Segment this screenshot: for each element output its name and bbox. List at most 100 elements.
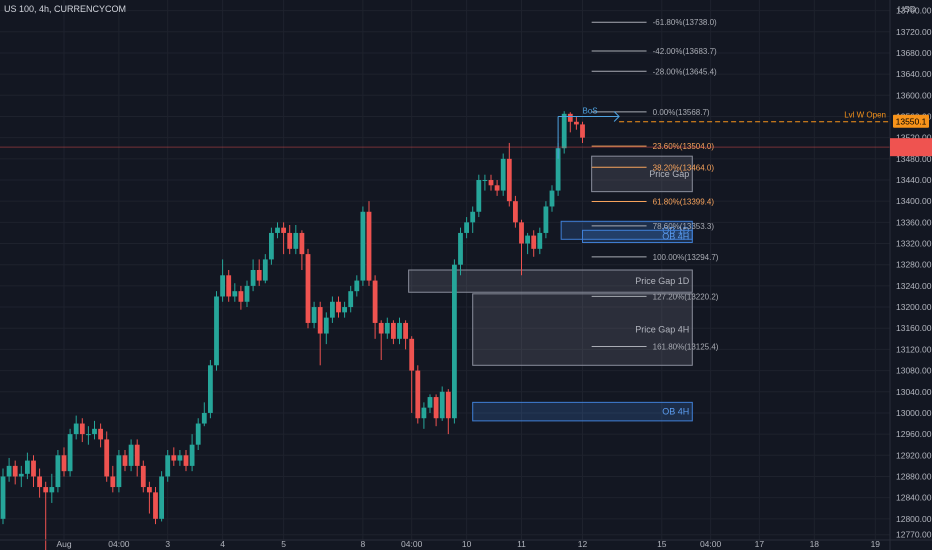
price-gap-zone	[472, 293, 693, 366]
y-tick-label: 13120.00	[896, 344, 932, 354]
candle-body	[37, 476, 42, 488]
candle-body	[61, 455, 67, 472]
zone-label: Price Gap 1D	[635, 276, 690, 286]
y-tick-label: 13200.00	[896, 302, 932, 312]
candle-body	[330, 301, 335, 318]
grid	[0, 0, 890, 540]
y-tick-label: 12960.00	[896, 429, 932, 439]
x-tick-label: 04:00	[700, 539, 722, 549]
y-tick-label: 13000.00	[896, 408, 932, 418]
candle-body	[488, 180, 494, 186]
candles	[0, 111, 585, 550]
zone-label: OB 4H	[662, 231, 689, 241]
currency-label: USD	[898, 4, 916, 14]
candle-body	[500, 158, 506, 191]
candle-body	[147, 487, 152, 493]
candle-body	[244, 285, 250, 302]
candle-body	[549, 190, 555, 207]
y-tick-label: 13440.00	[896, 175, 932, 185]
candle-body	[409, 338, 415, 371]
y-tick-label: 13680.00	[896, 48, 932, 58]
y-tick-label: 12880.00	[896, 471, 932, 481]
y-tick-label: 13760.00	[896, 6, 932, 16]
x-tick-label: 11	[517, 539, 526, 549]
candle-body	[165, 455, 171, 477]
fib-level-label: 161.80%(13125.4)	[653, 343, 719, 352]
candle-body	[116, 455, 122, 488]
candle-body	[250, 270, 256, 286]
fib-level-label: -28.00%(13645.4)	[653, 67, 717, 76]
current-price-badge	[890, 138, 932, 157]
candle-body	[25, 460, 30, 474]
candle-body	[98, 428, 103, 440]
candle-body	[336, 301, 341, 313]
y-tick-label: 13040.00	[896, 387, 932, 397]
x-tick-label: 5	[281, 539, 286, 549]
y-tick-label: 13400.00	[896, 196, 932, 206]
candle-body	[360, 211, 366, 281]
candle-body	[122, 455, 128, 466]
candle-body	[183, 455, 189, 466]
candle-body	[574, 121, 579, 125]
price-axis[interactable]: 12770.00 12800.00 12840.00 12880.00 12920.00…	[889, 0, 932, 550]
candle-body	[403, 322, 408, 339]
candle-body	[67, 434, 73, 472]
last-price-label: 13550.1	[896, 117, 927, 127]
candle-body	[189, 444, 195, 466]
candle-body	[506, 158, 512, 202]
y-tick-label: 13720.00	[896, 27, 932, 37]
y-tick-label: 12920.00	[896, 450, 932, 460]
candle-body	[256, 270, 262, 281]
x-tick-label: 18	[810, 539, 820, 549]
x-tick-label: 15	[657, 539, 667, 549]
candle-body	[580, 124, 585, 138]
candle-body	[275, 227, 280, 233]
fib-level-label: 38.20%(13464.0)	[653, 163, 715, 172]
last-price-badge	[893, 114, 929, 128]
x-tick-label: 17	[755, 539, 765, 549]
candle-body	[128, 444, 134, 466]
overlay: BoS Lvl W Open	[0, 106, 890, 159]
fib-level-label: 23.60%(13504.0)	[653, 142, 715, 151]
candle-body	[397, 322, 402, 339]
y-tick-label: 13640.00	[896, 69, 932, 79]
candle-body	[354, 280, 360, 292]
candle-body	[287, 232, 293, 249]
candle-body	[220, 275, 225, 297]
candle-body	[384, 322, 390, 334]
candle-body	[79, 423, 85, 435]
zone-label: Price Gap 4H	[635, 325, 689, 335]
candle-body	[238, 291, 244, 302]
candle-body	[317, 307, 323, 334]
y-tick-label: 13240.00	[896, 281, 932, 291]
candle-body	[378, 322, 384, 334]
candle-body	[201, 412, 207, 424]
candle-body	[195, 423, 201, 445]
candle-body	[415, 370, 421, 419]
candle-body	[110, 476, 116, 488]
candle-body	[543, 206, 549, 233]
candle-body	[232, 291, 238, 297]
x-tick-label: 3	[165, 539, 170, 549]
order-block-zone	[582, 229, 693, 243]
x-tick-label: 04:00	[401, 539, 423, 549]
price-gap-zone	[408, 269, 693, 293]
candle-body	[342, 307, 347, 313]
y-tick-label: 13480.00	[896, 154, 932, 164]
candle-body	[482, 180, 488, 181]
candle-body	[513, 201, 518, 223]
fib-level-label: 61.80%(13399.4)	[653, 197, 715, 206]
candle-body	[140, 465, 146, 488]
candle-body	[55, 455, 61, 488]
candle-body	[153, 492, 158, 519]
fib-level-label: 78.60%(13353.3)	[653, 222, 715, 231]
candle-body	[177, 455, 183, 461]
x-tick-label: 19	[871, 539, 881, 549]
time-axis[interactable]: Aug 04:00 3 4 5 8 04:00 10 11 12 15 04:00 17 18 19	[0, 539, 932, 549]
candle-body	[525, 235, 530, 244]
candle-body	[427, 397, 433, 408]
x-tick-label: 10	[462, 539, 472, 549]
candle-body	[0, 476, 6, 519]
